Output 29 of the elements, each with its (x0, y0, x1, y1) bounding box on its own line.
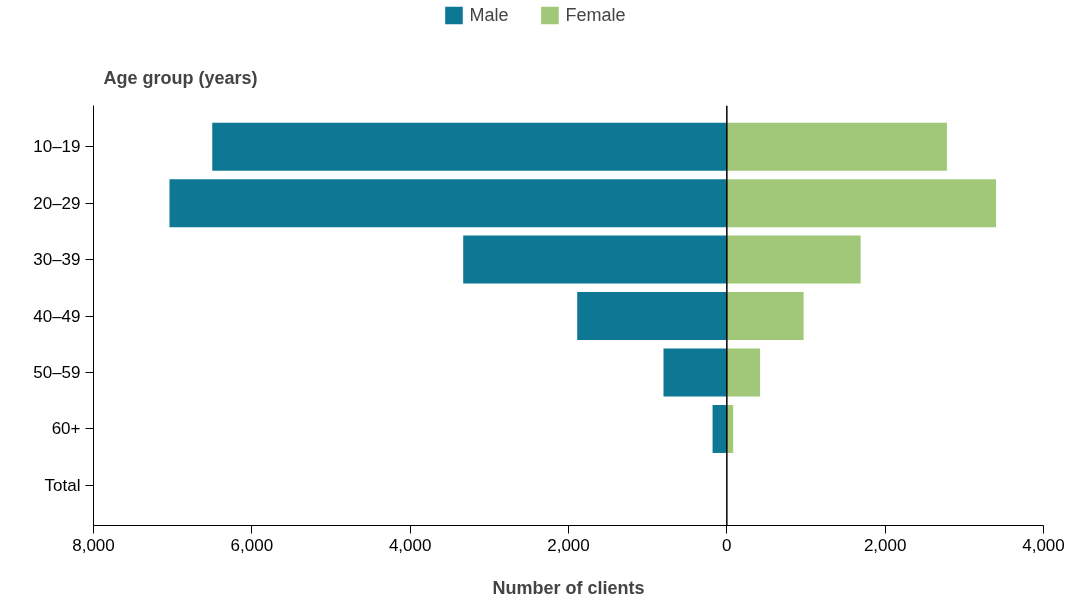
bar (726, 122, 947, 171)
x-tick-label: 0 (722, 535, 732, 555)
bar (663, 348, 727, 397)
y-tick-label: 60+ (51, 419, 81, 439)
x-tick-label: 6,000 (230, 535, 274, 555)
y-tick-label: Total (44, 475, 81, 495)
y-tick-label: 30–39 (33, 250, 81, 270)
x-tick-label: 2,000 (863, 535, 907, 555)
x-tick-label: 8,000 (72, 535, 115, 555)
bar (577, 292, 727, 341)
bar (463, 235, 727, 284)
y-tick-label: 50–59 (33, 363, 81, 383)
bar (726, 292, 804, 341)
legend-label: Male (469, 4, 509, 26)
x-axis-title: Number of clients (492, 577, 645, 598)
bar (726, 348, 761, 397)
y-tick-label: 10–19 (33, 137, 81, 157)
y-tick-label: 20–29 (33, 193, 81, 213)
x-tick-label: 2,000 (547, 535, 590, 555)
x-tick-label: 4,000 (1022, 535, 1065, 555)
bar (712, 404, 727, 453)
legend-label: Female (565, 4, 626, 26)
bar (726, 235, 861, 284)
y-axis-title: Age group (years) (103, 67, 258, 88)
x-tick-label: 4,000 (388, 535, 432, 555)
y-tick-label: 40–49 (33, 306, 81, 326)
bar (212, 122, 727, 171)
bar (726, 179, 996, 228)
bar (169, 179, 727, 228)
